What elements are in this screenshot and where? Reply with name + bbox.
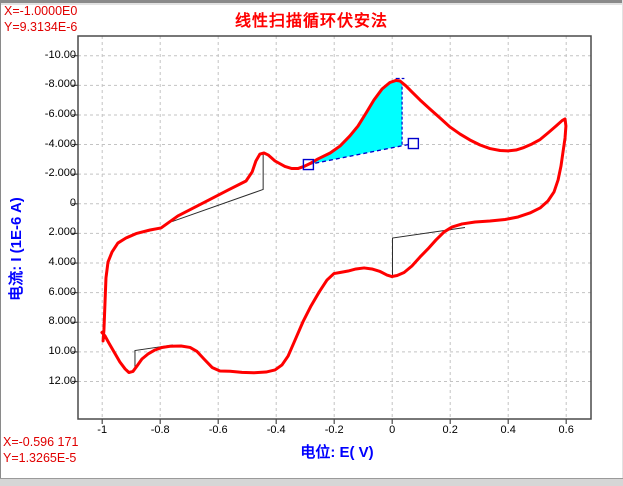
x-tick-label: -0.2 [324,424,344,436]
x-tick-label: -0.8 [150,424,170,436]
y-tick-label: 0 [69,196,76,209]
cursor-readout-bottom-y: Y=1.3265E-5 [3,451,77,465]
baseline-fit-line-2 [391,227,466,277]
grid-lines [78,36,591,419]
y-tick-label: -8.000 [44,78,76,91]
axis-tick-marks [72,55,567,424]
integration-baseline-dashed [308,142,414,166]
integration-marker-1[interactable] [302,158,315,171]
peak-integration-area [308,80,403,165]
y-tick-label: -2.000 [44,167,76,180]
x-tick-label: 0 [389,424,396,436]
y-tick-label: -10.00 [44,48,76,61]
x-tick-label: -1 [97,424,108,436]
window-top-border [0,0,623,5]
y-tick-label: 2.000 [48,226,76,239]
baseline-fit-line-3 [134,344,174,371]
x-tick-label: -0.6 [208,424,228,436]
plot-title: 线性扫描循环伏安法 [234,13,388,30]
cursor-readout-top-y: Y=9.3134E-6 [4,20,78,34]
y-tick-label: 4.000 [48,256,76,269]
integration-marker-2[interactable] [407,137,420,150]
y-axis-label: 电流: I (1E-6 A) [8,197,25,301]
plot-frame [77,35,592,420]
cursor-readout-bottom-x: X=-0.596 171 [3,435,79,449]
x-tick-label: 0.6 [558,424,574,436]
window-bottom-border [0,478,623,486]
cursor-readout-top-x: X=-1.0000E0 [4,4,78,18]
x-tick-label: 0.4 [500,424,516,436]
window-left-border [0,0,1,486]
cursor-readout-bottom: X=-0.596 171 Y=1.3265E-5 [3,434,78,466]
cv-curve [100,78,568,375]
y-tick-label: 10.00 [48,344,76,357]
y-tick-label: 12.00 [48,374,76,387]
baseline-fit-line-1 [171,154,264,223]
x-tick-label: 0.2 [442,424,458,436]
y-tick-label: 6.000 [48,285,76,298]
y-tick-label: -4.000 [44,137,76,150]
x-tick-label: -0.4 [266,424,286,436]
y-tick-label: -6.000 [44,107,76,120]
cursor-readout-top: X=-1.0000E0 Y=9.3134E-6 [4,3,77,35]
y-tick-label: 8.000 [48,315,76,328]
x-axis-label: 电位: E( V) [300,444,374,461]
